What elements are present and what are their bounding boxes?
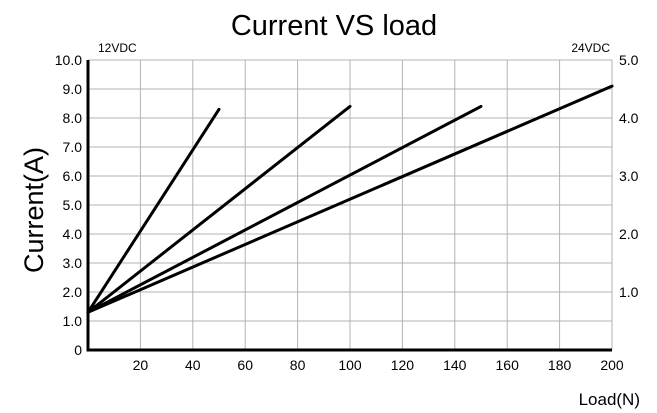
left-axis-caption: 12VDC <box>98 41 137 55</box>
axes <box>86 60 612 352</box>
x-tick-label: 60 <box>237 357 253 373</box>
series-line-1 <box>86 107 221 314</box>
y2-tick-label: 4.0 <box>619 110 639 126</box>
y2-tick-label: 2.0 <box>619 226 639 242</box>
y-tick-label: 4.0 <box>63 226 83 242</box>
series-line-2 <box>86 104 352 314</box>
y-axis-label: Current(A) <box>19 147 49 273</box>
tick-labels: 20 40 60 80 100 120 140 160 180 200 0 1.0 2.0 3.0 4.0 5… <box>55 52 639 373</box>
y-tick-label: 10.0 <box>55 52 82 68</box>
y2-tick-label: 1.0 <box>619 284 639 300</box>
series-line-3 <box>86 104 483 314</box>
y-tick-label: 8.0 <box>63 110 83 126</box>
y-tick-label: 7.0 <box>63 139 83 155</box>
series-group <box>86 84 614 314</box>
chart-title: Current VS load <box>231 10 437 42</box>
x-tick-label: 180 <box>548 357 572 373</box>
y-tick-label: 3.0 <box>63 255 83 271</box>
y-tick-label: 0 <box>74 342 82 358</box>
series-line-4 <box>86 84 614 314</box>
grid <box>88 59 613 350</box>
x-tick-label: 80 <box>290 357 306 373</box>
x-tick-label: 140 <box>443 357 467 373</box>
x-tick-label: 20 <box>133 357 149 373</box>
x-tick-label: 120 <box>391 357 415 373</box>
y2-tick-label: 3.0 <box>619 168 639 184</box>
y-tick-label: 5.0 <box>63 197 83 213</box>
y-tick-label: 9.0 <box>63 81 83 97</box>
y-tick-label: 1.0 <box>63 313 83 329</box>
x-tick-label: 100 <box>338 357 362 373</box>
y2-tick-label: 5.0 <box>619 52 639 68</box>
x-tick-label: 200 <box>600 357 624 373</box>
x-tick-label: 160 <box>496 357 520 373</box>
x-axis-label: Load(N) <box>579 390 640 409</box>
x-tick-label: 40 <box>185 357 201 373</box>
y-tick-label: 6.0 <box>63 168 83 184</box>
right-axis-caption: 24VDC <box>571 41 610 55</box>
y-tick-label: 2.0 <box>63 284 83 300</box>
